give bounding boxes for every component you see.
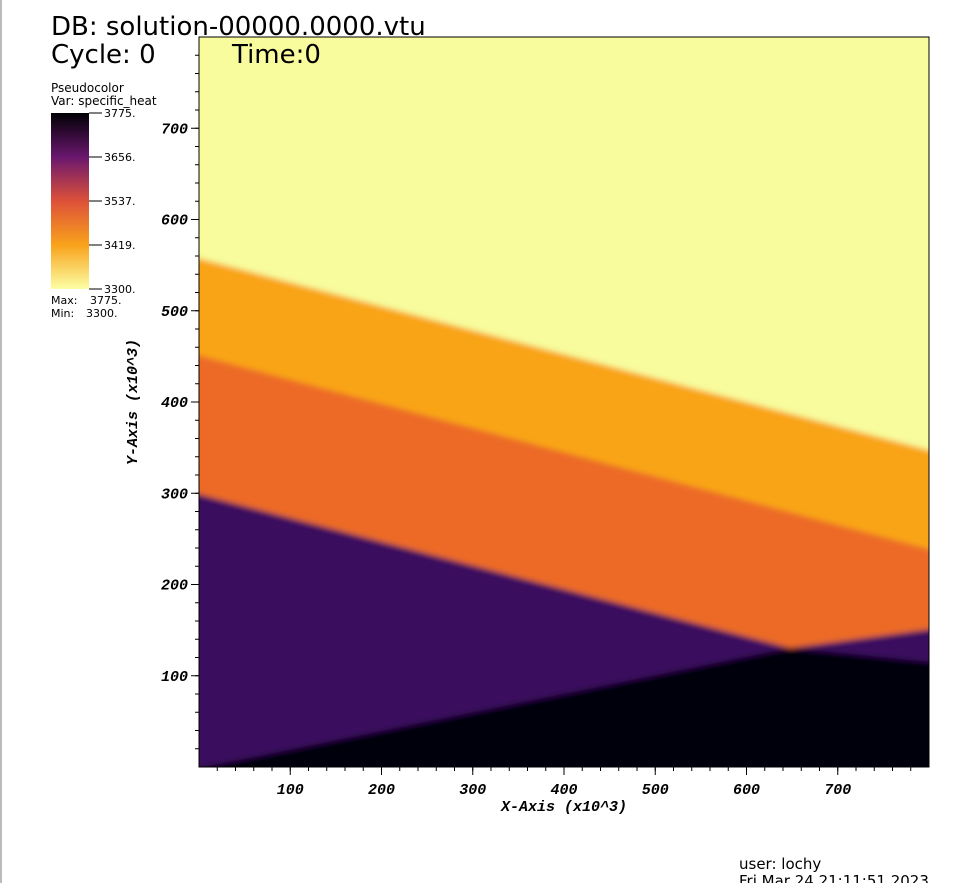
max-label: Max: [51,294,77,307]
y-tick-label: 700 [161,121,188,138]
max-value: 3775. [90,294,122,307]
min-label: Min: [51,307,74,320]
y-tick-label: 400 [161,395,188,412]
legend-labels: 3775. 3656. 3537. 3419. 3300. [89,107,136,296]
y-tick-label: 100 [161,669,188,686]
legend-label: 3419. [104,239,136,252]
x-tick-label: 600 [733,782,760,799]
legend-label: 3537. [104,195,136,208]
legend-label: 3775. [104,107,136,120]
legend-label: 3656. [104,151,136,164]
y-tick-label: 500 [161,304,188,321]
date: Fri Mar 24 21:11:51 2023 [739,872,929,883]
x-tick-label: 700 [824,782,851,799]
legend-plot: Pseudocolor [51,81,124,95]
color-bar [51,113,89,289]
user: user: lochy [739,855,821,873]
y-axis-label: Y-Axis (x10^3) [125,339,142,465]
time: Time:0 [231,40,321,70]
legend-variable: Var: specific_heat [51,94,157,108]
x-tick-label: 100 [277,782,304,799]
legend-label: 3300. [104,283,136,296]
x-tick-label: 500 [642,782,669,799]
y-tick-label: 600 [161,213,188,230]
y-tick-label: 300 [161,486,188,503]
axes: 100 200 300 400 500 600 700 100 200 300 400 500 600 7… [161,54,912,799]
cycle: Cycle: 0 [51,40,156,70]
x-axis-label: X-Axis (x10^3) [500,799,627,816]
pseudocolor-field [199,37,929,767]
database-name: DB: solution-00000.0000.vtu [51,12,426,42]
min-value: 3300. [86,307,118,320]
window-border [0,0,2,883]
y-tick-label: 200 [161,578,188,595]
x-tick-label: 300 [459,782,486,799]
x-tick-label: 400 [550,782,577,799]
x-tick-label: 200 [368,782,395,799]
